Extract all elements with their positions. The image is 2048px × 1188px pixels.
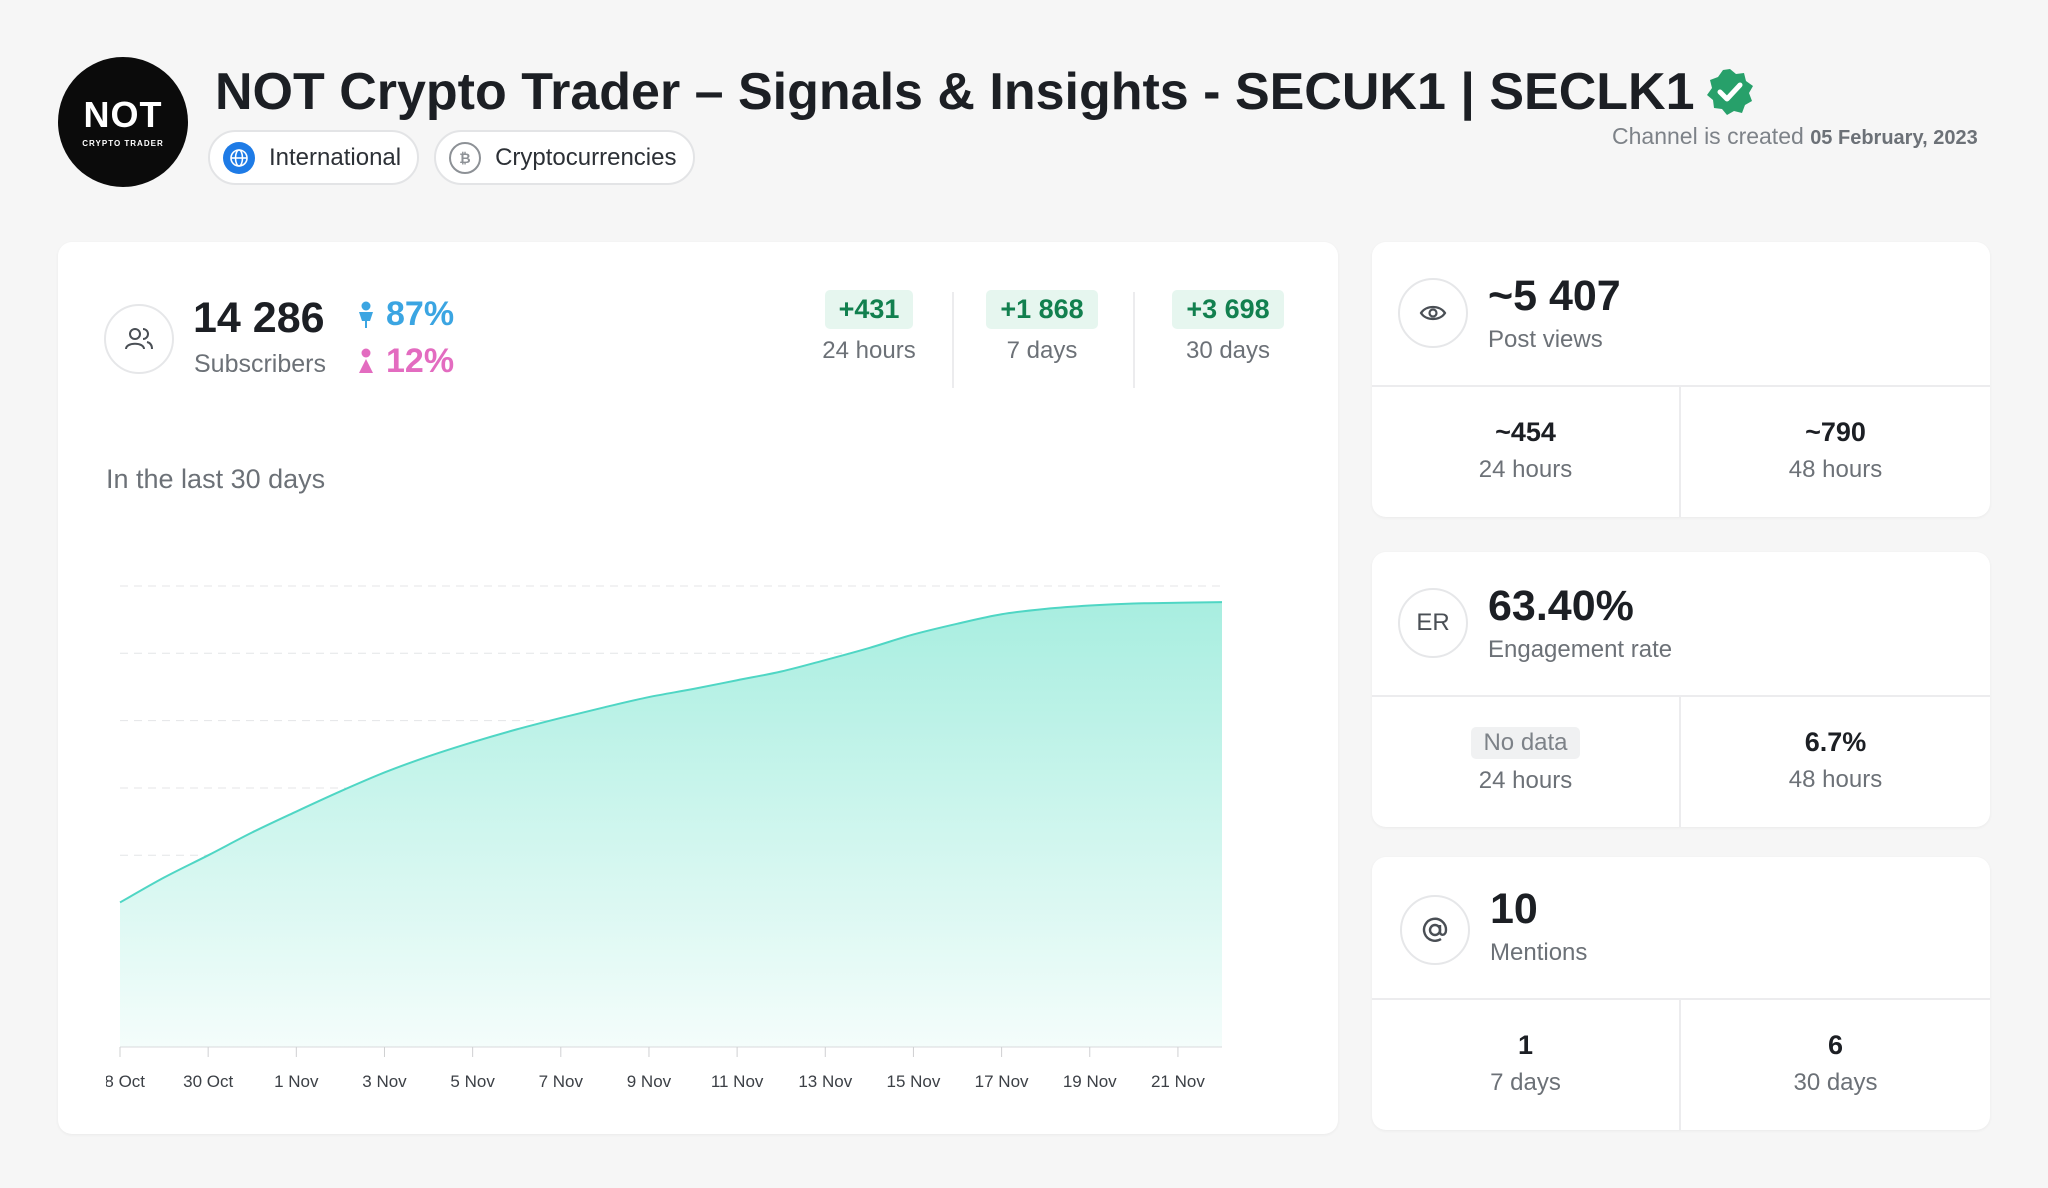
stat-header: 10 Mentions	[1372, 857, 1990, 1000]
stat-value: 6	[1827, 1030, 1844, 1060]
category-tags: International ₿ Cryptocurrencies	[208, 130, 695, 185]
stat-period: 30 days	[1793, 1069, 1878, 1096]
eye-icon	[1398, 278, 1468, 348]
x-tick-label: 30 Oct	[183, 1072, 233, 1091]
subscribers-card: 14 286 Subscribers 87% 12% +431 24 hours…	[58, 242, 1338, 1134]
tag-international[interactable]: International	[208, 130, 420, 185]
users-icon	[104, 304, 174, 374]
channel-title-row: NOT Crypto Trader – Signals & Insights -…	[215, 62, 1755, 122]
x-tick-label: 13 Nov	[798, 1072, 852, 1091]
engagement-card: ER 63.40% Engagement rate No data 24 hou…	[1372, 552, 1990, 827]
x-tick-label: 11 Nov	[711, 1072, 764, 1091]
stat-header: ER 63.40% Engagement rate	[1372, 552, 1990, 697]
channel-avatar: NOT CRYPTO TRADER	[58, 57, 188, 187]
mentions-30d: 6 30 days	[1681, 1000, 1990, 1130]
bitcoin-icon: ₿	[449, 141, 482, 174]
male-icon	[359, 301, 373, 328]
growth-value: +431	[824, 290, 914, 329]
mentions-value: 10	[1490, 885, 1538, 933]
stat-period: 24 hours	[1478, 767, 1573, 794]
chart-area	[120, 602, 1222, 1047]
tag-label: International	[269, 143, 402, 171]
growth-7d: +1 868 7 days	[952, 290, 1132, 365]
globe-icon	[223, 141, 255, 174]
stat-header: ~5 407 Post views	[1372, 242, 1990, 387]
subscriber-growth-chart: 28 Oct 30 Oct 1 Nov 3 Nov 5 Nov 7 Nov 9 Nov 11 …	[106, 585, 1223, 1091]
verified-check-icon	[1706, 69, 1753, 115]
no-data-badge: No data	[1471, 727, 1580, 759]
post-views-value: ~5 407	[1488, 272, 1621, 320]
mentions-card: 10 Mentions 1 7 days 6 30 days	[1372, 857, 1990, 1130]
stat-value: 6.7%	[1804, 727, 1867, 757]
tag-cryptocurrencies[interactable]: ₿ Cryptocurrencies	[434, 130, 695, 185]
female-percent: 12%	[386, 342, 455, 380]
growth-period: 24 hours	[822, 337, 916, 364]
chart-line	[119, 601, 1223, 904]
growth-24h: +431 24 hours	[779, 290, 959, 365]
growth-30d: +3 698 30 days	[1138, 290, 1318, 365]
x-tick-label: 3 Nov	[362, 1072, 407, 1091]
x-tick-label: 5 Nov	[450, 1072, 495, 1091]
x-tick-label: 19 Nov	[1063, 1072, 1117, 1091]
created-date: 05 February, 2023	[1810, 127, 1978, 149]
at-icon	[1400, 895, 1470, 965]
stat-period: 48 hours	[1788, 456, 1883, 483]
logo-text: NOT	[83, 93, 163, 135]
divider	[952, 292, 954, 388]
x-tick-label: 21 Nov	[1151, 1072, 1205, 1091]
x-tick-label: 9 Nov	[627, 1072, 672, 1091]
divider	[1133, 292, 1135, 388]
growth-value: +3 698	[1172, 290, 1284, 329]
er-icon: ER	[1398, 588, 1468, 658]
channel-created: Channel is created 05 February, 2023	[1612, 118, 1992, 156]
x-tick-label: 7 Nov	[539, 1072, 584, 1091]
female-icon	[359, 348, 373, 373]
engagement-48h: 6.7% 48 hours	[1681, 697, 1990, 827]
stat-value: 1	[1517, 1030, 1534, 1060]
stat-period: 7 days	[1490, 1069, 1561, 1096]
post-views-card: ~5 407 Post views ~454 24 hours ~790 48 …	[1372, 242, 1990, 517]
created-prefix: Channel is created	[1612, 123, 1804, 149]
views-48h: ~790 48 hours	[1681, 387, 1990, 517]
engagement-value: 63.40%	[1488, 582, 1634, 630]
chart-period-label: In the last 30 days	[106, 464, 326, 494]
x-tick-label: 28 Oct	[106, 1072, 145, 1091]
stat-value: ~454	[1495, 417, 1556, 447]
growth-period: 30 days	[1185, 337, 1271, 364]
stat-value: ~790	[1805, 417, 1866, 447]
male-percent: 87%	[386, 295, 455, 333]
growth-period: 7 days	[1006, 337, 1078, 364]
stat-period: 48 hours	[1788, 766, 1883, 793]
mentions-label: Mentions	[1490, 939, 1588, 966]
x-tick-label: 17 Nov	[975, 1072, 1029, 1091]
female-share: 12%	[358, 342, 454, 381]
logo-subtext: CRYPTO TRADER	[82, 138, 164, 148]
engagement-24h: No data 24 hours	[1372, 697, 1681, 827]
growth-value: +1 868	[986, 290, 1098, 329]
svg-text:₿: ₿	[459, 151, 470, 167]
x-tick-label: 1 Nov	[274, 1072, 319, 1091]
channel-title: NOT Crypto Trader – Signals & Insights -…	[215, 63, 1695, 121]
male-share: 87%	[358, 295, 454, 334]
subscriber-count: 14 286	[193, 294, 325, 342]
engagement-label: Engagement rate	[1488, 636, 1673, 663]
x-tick-label: 15 Nov	[887, 1072, 941, 1091]
tag-label: Cryptocurrencies	[495, 143, 677, 171]
views-24h: ~454 24 hours	[1372, 387, 1681, 517]
stat-period: 24 hours	[1478, 456, 1573, 483]
mentions-7d: 1 7 days	[1372, 1000, 1681, 1130]
subscriber-label: Subscribers	[194, 350, 326, 378]
post-views-label: Post views	[1488, 326, 1603, 353]
er-icon-text: ER	[1416, 609, 1450, 636]
